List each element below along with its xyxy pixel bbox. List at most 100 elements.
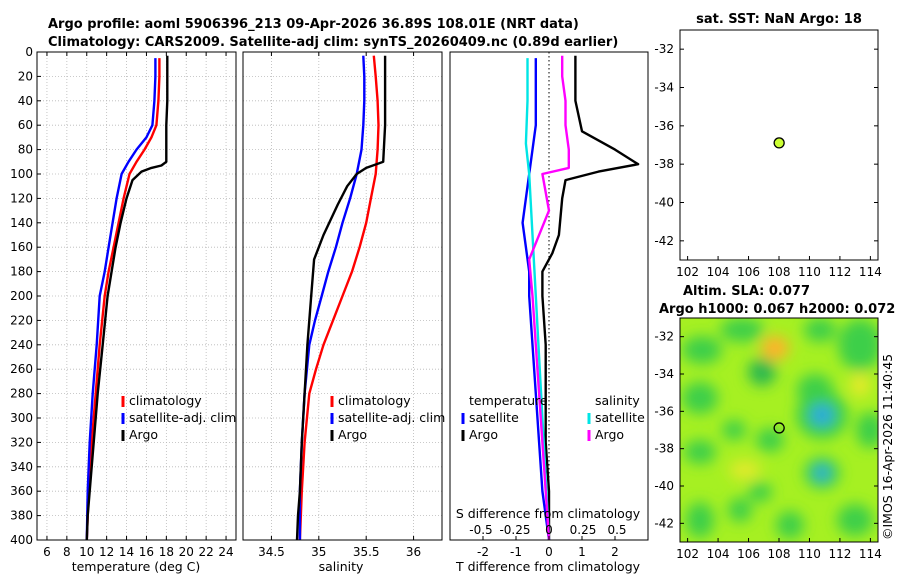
x-tick-label: 36: [406, 545, 421, 559]
temperature-panel: 6 8 10 12 14 16 18 20 22 24 0 20 40 60 80 100 120 140 160…: [10, 45, 237, 574]
x-tick-label: 104: [707, 265, 730, 279]
y-tick-label: 100: [10, 167, 33, 181]
x-tick-label: 12: [99, 545, 114, 559]
y-tick-label: 320: [10, 435, 33, 449]
title-line-2: Climatology: CARS2009. Satellite-adj cli…: [48, 35, 618, 50]
x-tick-label: 108: [768, 265, 791, 279]
sst-title: sat. SST: NaN Argo: 18: [696, 12, 862, 27]
y-tick-label: 120: [10, 191, 33, 205]
legend-climatology: climatology: [129, 393, 202, 408]
x-tick-label: 18: [159, 545, 174, 559]
x-tick-label: 110: [798, 265, 821, 279]
legend-satellite-adj: satellite-adj. clim: [338, 410, 445, 425]
x-tick-label: 2: [611, 545, 619, 559]
s-difference-label: S difference from climatology: [456, 506, 641, 521]
s-tick-label: -0.5: [469, 523, 492, 537]
y-tick-label: 180: [10, 265, 33, 279]
sla-subtitle: Argo h1000: 0.067 h2000: 0.072: [659, 302, 895, 317]
legend-s-argo: Argo: [595, 427, 624, 442]
series-line: [85, 58, 157, 541]
salinity-lines: [295, 55, 387, 541]
y-tick-label: -38: [654, 157, 674, 171]
x-tick-label: 102: [676, 265, 699, 279]
y-tick-label: 40: [18, 94, 33, 108]
temperature-grid: [37, 51, 236, 541]
y-tick-label: 260: [10, 362, 33, 376]
series-line: [298, 55, 380, 541]
x-tick-label: 20: [179, 545, 194, 559]
x-tick-label: 35: [311, 545, 326, 559]
y-tick-label: 300: [10, 411, 33, 425]
x-tick-label: 114: [859, 547, 882, 561]
salinity-xlabel: salinity: [319, 559, 364, 574]
legend-argo: Argo: [338, 427, 367, 442]
legend-t-argo: Argo: [469, 427, 498, 442]
y-tick-label: 60: [18, 118, 33, 132]
x-tick-label: 24: [218, 545, 233, 559]
legend-climatology: climatology: [338, 393, 411, 408]
y-tick-label: 400: [10, 533, 33, 547]
y-tick-label: -40: [654, 479, 674, 493]
t-difference-ticks: -2 -1 0 1 2: [477, 536, 619, 559]
sla-heatmap: [680, 318, 878, 542]
x-tick-label: 108: [768, 547, 791, 561]
y-tick-label: 340: [10, 460, 33, 474]
series-line: [528, 55, 570, 541]
x-tick-label: 6: [43, 545, 51, 559]
series-line: [541, 55, 640, 540]
legend-argo: Argo: [129, 427, 158, 442]
s-tick-label: 0: [545, 523, 553, 537]
argo-position-marker: [773, 137, 785, 149]
legend-t-satellite: satellite: [469, 410, 519, 425]
series-line: [524, 58, 551, 541]
x-tick-label: 110: [798, 547, 821, 561]
x-tick-label: 16: [139, 545, 154, 559]
y-tick-label: -32: [654, 330, 674, 344]
y-tick-label: -34: [654, 367, 674, 381]
sst-ticks: 102 104 106 108 110 112 114 -32 -34 -36 -38 -40 -42: [654, 42, 881, 279]
difference-legend: temperature satellite Argo salinity sate…: [461, 393, 645, 442]
y-tick-label: -36: [654, 119, 674, 133]
series-line: [298, 55, 366, 540]
sla-points: [773, 422, 785, 434]
temperature-lines: [85, 55, 169, 541]
y-tick-label: -42: [654, 516, 674, 530]
salinity-frame: [242, 51, 443, 541]
series-line: [295, 55, 387, 541]
x-tick-label: 8: [63, 545, 71, 559]
temperature-xlabel: temperature (deg C): [72, 559, 201, 574]
x-tick-label: 112: [828, 265, 851, 279]
y-tick-label: 280: [10, 387, 33, 401]
x-tick-label: 106: [737, 547, 760, 561]
sla-map-panel: Altim. SLA: 0.077 Argo h1000: 0.067 h200…: [654, 284, 895, 561]
difference-panel: -2 -1 0 1 2 -0.5 -0.25 0 0.25 0.5 S difference f…: [449, 51, 649, 574]
title-line-1: Argo profile: aoml 5906396_213 09-Apr-20…: [48, 17, 579, 32]
s-tick-label: 0.25: [570, 523, 597, 537]
argo-position-marker: [773, 422, 785, 434]
y-tick-label: 20: [18, 69, 33, 83]
imos-watermark: ©IMOS 16-Apr-2026 11:40:45: [880, 354, 895, 540]
y-tick-label: -38: [654, 442, 674, 456]
salinity-x-ticks: 34.5 35 35.5 36: [258, 52, 421, 559]
series-line: [521, 58, 551, 541]
x-tick-label: 106: [737, 265, 760, 279]
x-tick-label: 35.5: [353, 545, 380, 559]
depth-ticks: 0 20 40 60 80 100 120 140 160 180 200 220 240 260 280 3…: [10, 45, 41, 547]
temperature-x-ticks: 6 8 10 12 14 16 18 20 22 24: [43, 52, 234, 559]
s-tick-label: 0.5: [607, 523, 626, 537]
x-tick-label: 102: [676, 547, 699, 561]
y-tick-label: -42: [654, 234, 674, 248]
temperature-legend: climatology satellite-adj. clim Argo: [121, 393, 236, 442]
s-tick-label: -0.25: [499, 523, 530, 537]
t-difference-label: T difference from climatology: [455, 559, 641, 574]
x-tick-label: -2: [477, 545, 489, 559]
y-tick-label: 160: [10, 240, 33, 254]
x-tick-label: 22: [199, 545, 214, 559]
series-line: [85, 55, 169, 541]
sla-title: Altim. SLA: 0.077: [683, 284, 810, 299]
x-tick-label: 0: [545, 545, 553, 559]
y-tick-label: 240: [10, 338, 33, 352]
salinity-legend: climatology satellite-adj. clim Argo: [330, 393, 445, 442]
legend-temperature-title: temperature: [469, 393, 548, 408]
